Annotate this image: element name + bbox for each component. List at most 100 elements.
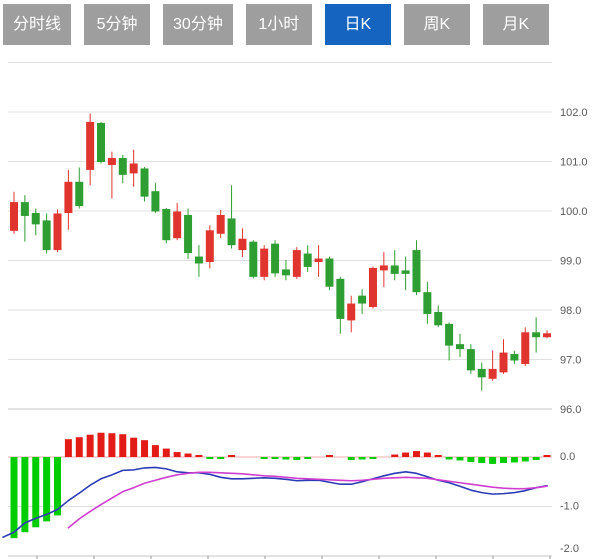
macd-bar-negative (10, 457, 18, 539)
candle-body-down (358, 295, 367, 304)
macd-bar-positive (434, 455, 442, 457)
macd-bar-positive (325, 455, 333, 457)
macd-bar-negative (304, 457, 312, 459)
tab-weekly-k[interactable]: 周K (403, 4, 470, 45)
candle-body-down (423, 292, 432, 314)
macd-tick-label: 0.0 (560, 451, 575, 463)
macd-bar-positive (97, 432, 105, 457)
candle-body-down (249, 241, 258, 277)
macd-bar-positive (423, 452, 431, 457)
macd-bar-negative (478, 457, 486, 463)
macd-bar-positive (402, 452, 410, 457)
macd-tick-label: -2.0 (560, 543, 579, 555)
candle-body-down (97, 122, 106, 162)
candle-body-down (42, 220, 51, 251)
macd-bar-negative (21, 457, 29, 533)
tab-5min[interactable]: 5分钟 (84, 4, 151, 45)
candle-body-down (445, 323, 454, 346)
candle-body-down (151, 191, 160, 212)
price-tick-label: 97.0 (560, 355, 581, 367)
macd-bar-negative (489, 457, 497, 464)
macd-bar-negative (369, 457, 377, 459)
candle-body-up (64, 181, 73, 213)
tab-30min[interactable]: 30分钟 (163, 4, 233, 45)
candle-body-down (390, 265, 399, 274)
macd-bar-positive (141, 440, 149, 457)
candle-body-up (107, 158, 116, 165)
candle-body-up (238, 238, 247, 251)
candle-body-down (184, 214, 193, 254)
candle-body-up (86, 121, 95, 170)
macd-bar-negative (532, 457, 540, 460)
candle-body-up (347, 303, 356, 321)
candle-body-up (543, 333, 552, 338)
macd-bar-negative (206, 457, 214, 459)
macd-bar-negative (32, 457, 40, 528)
macd-bar-negative (282, 457, 290, 460)
macd-bar-negative (358, 457, 366, 460)
candle-body-down (401, 270, 410, 274)
candle-body-down (303, 253, 312, 267)
candle-body-down (477, 368, 486, 378)
candle-body-down (434, 311, 443, 326)
macd-bar-positive (228, 455, 236, 457)
candle-body-up (10, 202, 18, 231)
candle-body-down (194, 256, 203, 264)
macd-bar-positive (130, 437, 138, 457)
candle-body-up (260, 248, 269, 277)
macd-bar-positive (412, 451, 420, 457)
candle-body-down (325, 258, 334, 287)
candle-body-down (466, 349, 475, 371)
price-tick-label: 99.0 (560, 256, 581, 268)
macd-bar-negative (217, 457, 225, 459)
macd-bar-negative (500, 457, 508, 463)
macd-bar-positive (151, 445, 159, 457)
macd-bar-negative (456, 457, 464, 461)
candle-body-up (53, 213, 62, 251)
candle-body-down (31, 212, 40, 225)
tab-time-line[interactable]: 分时线 (3, 4, 72, 45)
tab-1hour[interactable]: 1小时 (245, 4, 312, 45)
macd-bar-negative (347, 457, 355, 460)
macd-bar-negative (54, 457, 62, 516)
candle-body-down (271, 243, 280, 274)
candle-body-down (140, 168, 149, 197)
tab-monthly-k[interactable]: 月K (482, 4, 549, 45)
candle-body-down (162, 209, 171, 241)
macd-bar-positive (195, 455, 203, 457)
macd-bar-negative (293, 457, 301, 460)
candle-body-up (499, 352, 508, 373)
price-tick-label: 98.0 (560, 305, 581, 317)
dif-line (2, 466, 548, 538)
candle-body-down (412, 250, 421, 293)
candle-body-down (227, 218, 236, 246)
candle-body-down (118, 158, 127, 175)
price-tick-label: 102.0 (560, 107, 588, 119)
candle-body-up (521, 332, 530, 364)
candle-body-up (292, 250, 301, 277)
price-tick-label: 96.0 (560, 404, 581, 416)
candle-body-down (532, 332, 541, 338)
candle-body-down (455, 344, 464, 350)
candle-body-up (216, 214, 225, 234)
macd-bar-negative (43, 457, 51, 522)
candle-body-down (336, 278, 345, 319)
interval-tabbar: 分时线 5分钟 30分钟 1小时 日K 周K 月K (3, 4, 549, 45)
macd-tick-label: -1.0 (560, 501, 579, 513)
candle-body-up (488, 368, 497, 379)
macd-bar-positive (119, 434, 127, 457)
macd-bar-positive (75, 437, 83, 457)
macd-bar-positive (391, 454, 399, 457)
price-tick-label: 101.0 (560, 157, 588, 169)
macd-bar-positive (184, 453, 192, 457)
candle-body-up (314, 258, 323, 262)
macd-bar-negative (510, 457, 518, 463)
candle-body-down (20, 202, 29, 216)
dea-line (67, 471, 548, 529)
candle-body-down (281, 269, 290, 276)
tab-daily-k[interactable]: 日K (324, 4, 391, 45)
candle-body-up (368, 267, 377, 308)
macd-bar-positive (173, 452, 181, 457)
macd-bar-positive (162, 448, 170, 457)
